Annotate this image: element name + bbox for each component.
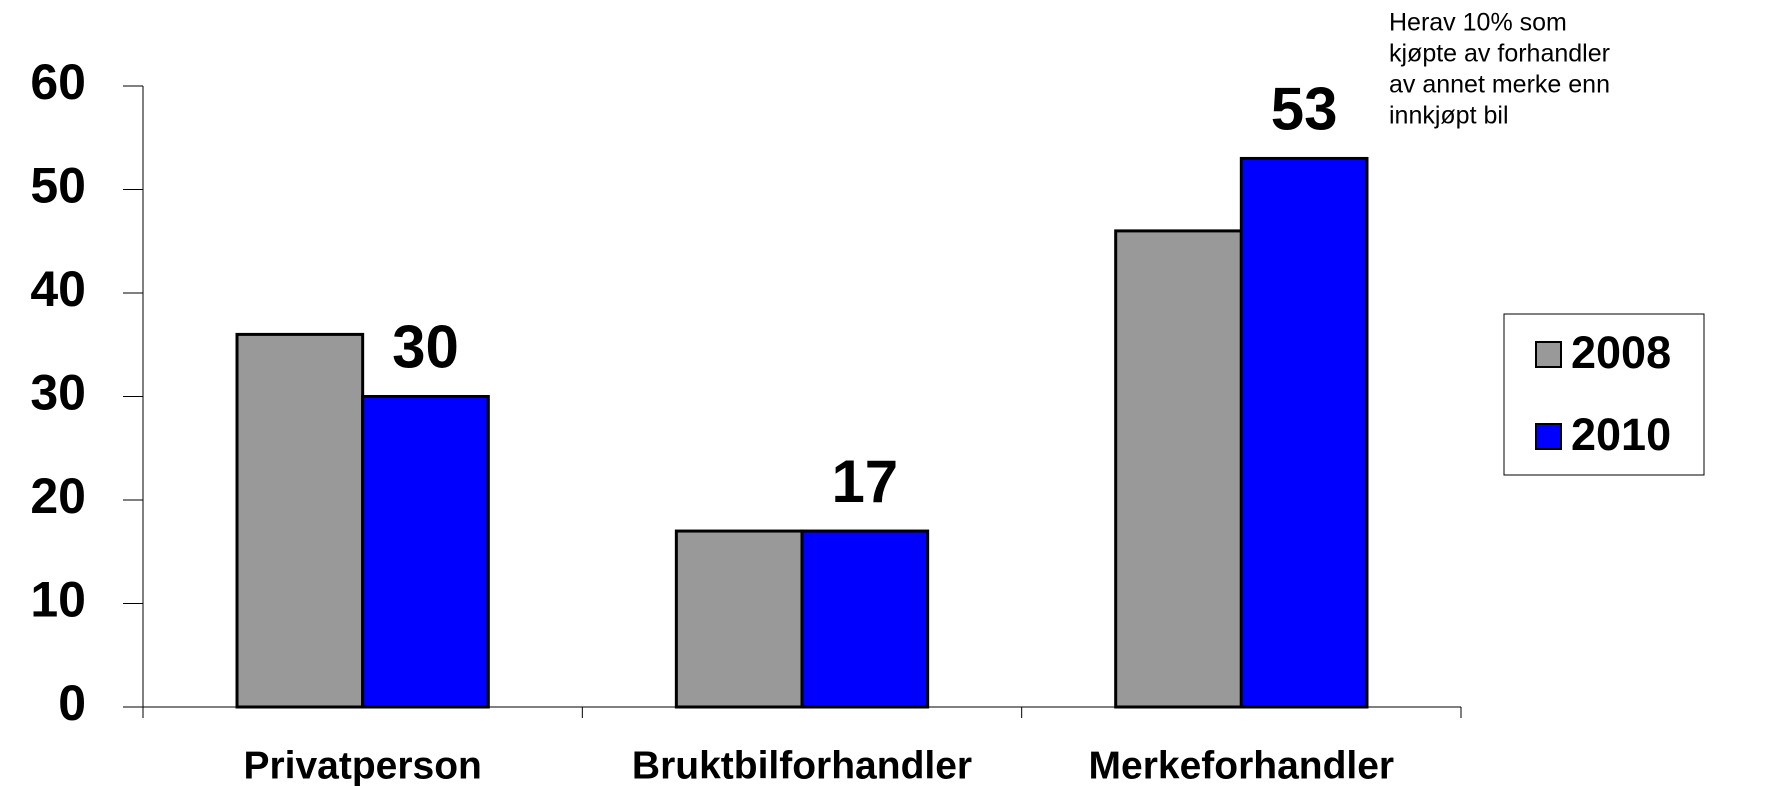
- x-tick-label: Merkeforhandler: [1089, 744, 1395, 786]
- y-tick-label: 30: [30, 365, 86, 421]
- annotation: kjøpte av forhandler: [1389, 40, 1610, 68]
- bar: [361, 395, 490, 709]
- x-tick-label: Bruktbilforhandler: [632, 744, 972, 786]
- annotation: Herav 10% som: [1389, 9, 1567, 37]
- data-label: 17: [831, 448, 898, 515]
- bar: [1114, 229, 1243, 709]
- y-tick-label: 40: [30, 261, 86, 317]
- legend-label: 2010: [1571, 409, 1671, 460]
- y-tick-label: 20: [30, 468, 86, 524]
- bar: [800, 529, 930, 709]
- y-tick-label: 60: [30, 54, 86, 110]
- bar: [1239, 156, 1369, 709]
- legend-label: 2008: [1571, 327, 1671, 378]
- legend-swatch: [1535, 423, 1562, 450]
- data-label: 30: [392, 313, 459, 380]
- y-tick-label: 10: [30, 572, 86, 628]
- y-tick-label: 50: [30, 158, 86, 214]
- bar: [674, 529, 804, 709]
- x-tick-label: Privatperson: [243, 744, 481, 786]
- bar: [235, 332, 365, 709]
- y-tick-label: 0: [58, 675, 86, 731]
- legend-swatch: [1535, 341, 1562, 368]
- annotation: innkjøpt bil: [1389, 102, 1509, 130]
- data-label: 53: [1271, 75, 1338, 142]
- annotation: av annet merke enn: [1389, 71, 1610, 99]
